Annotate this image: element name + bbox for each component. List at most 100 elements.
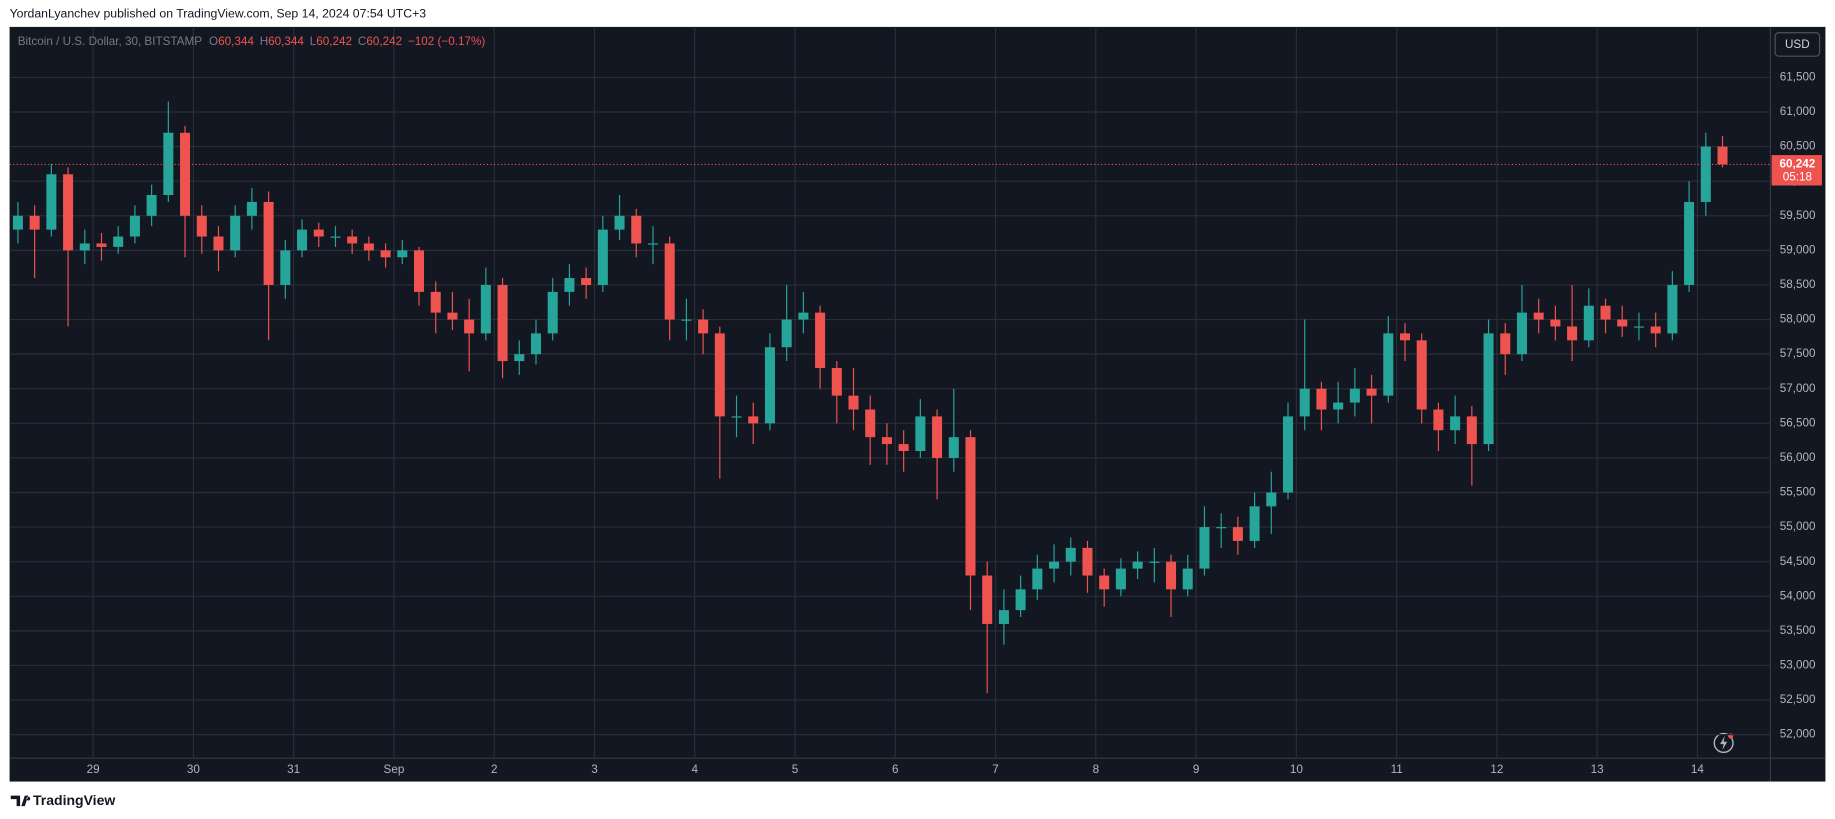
candle-body: [948, 437, 959, 458]
candle-body: [1115, 568, 1126, 590]
x-tick-label: 3: [591, 763, 598, 776]
candle-body: [146, 195, 157, 216]
candle-body: [664, 243, 675, 320]
x-tick-label: 13: [1591, 763, 1604, 776]
candle-body: [196, 215, 207, 237]
candle-body: [1667, 284, 1678, 334]
x-tick-label: 12: [1490, 763, 1503, 776]
candle-body: [614, 215, 625, 230]
candle-body: [1015, 589, 1026, 611]
x-tick-label: 31: [287, 763, 300, 776]
x-tick-label: 29: [87, 763, 100, 776]
y-tick-label: 60,500: [1780, 140, 1816, 153]
candle-body: [1216, 527, 1227, 529]
candle-body: [1333, 402, 1344, 410]
currency-label: USD: [1785, 38, 1810, 51]
candle-body: [1065, 547, 1076, 562]
candle-body: [1082, 547, 1093, 576]
y-tick-label: 53,000: [1780, 659, 1816, 672]
candle-body: [1099, 575, 1110, 590]
candle-body: [1700, 146, 1711, 202]
candle-body: [1483, 333, 1494, 445]
chart-panel: [9, 26, 1826, 782]
y-tick-label: 52,000: [1780, 728, 1816, 741]
y-tick-label: 59,500: [1780, 209, 1816, 222]
candle-body: [848, 395, 859, 410]
candle-body: [330, 236, 341, 238]
y-tick-label: 57,000: [1780, 382, 1816, 395]
x-tick-label: 10: [1290, 763, 1304, 776]
candle-body: [1717, 146, 1728, 165]
candle-body: [1516, 312, 1527, 355]
candle-body: [764, 347, 775, 424]
publisher-line: YordanLyanchev published on TradingView.…: [10, 6, 427, 20]
candle-body: [29, 215, 40, 230]
countdown-label: 05:18: [1783, 170, 1812, 183]
candle-body: [363, 243, 374, 251]
x-tick-label: Sep: [384, 763, 405, 776]
candle-body: [647, 243, 658, 245]
legend-key: O: [209, 35, 218, 48]
candle-body: [1282, 416, 1294, 493]
legend-symbol: Bitcoin / U.S. Dollar, 30, BITSTAMP: [18, 35, 202, 48]
candle-body: [1550, 319, 1561, 327]
candle-body: [1466, 416, 1477, 445]
candle-body: [1617, 319, 1628, 327]
candle-body: [180, 132, 191, 216]
y-tick-label: 57,500: [1780, 347, 1816, 360]
candle-body: [1182, 568, 1193, 590]
candle-body: [1132, 561, 1143, 569]
y-tick-label: 53,500: [1780, 624, 1816, 637]
candle-body: [497, 284, 508, 362]
candle-body: [547, 291, 558, 334]
candle-body: [263, 201, 274, 285]
candle-body: [447, 312, 458, 320]
candle-body: [597, 229, 608, 285]
legend-value: 60,344: [218, 35, 254, 48]
candle-body: [464, 319, 475, 334]
candle-body: [698, 319, 709, 334]
candle-body: [982, 575, 993, 624]
currency-button[interactable]: [1774, 32, 1821, 57]
y-tick-label: 59,000: [1780, 243, 1816, 256]
candle-body: [1232, 527, 1243, 541]
candle-body: [12, 215, 23, 230]
y-tick-label: 56,500: [1780, 416, 1816, 429]
legend-change: −102 (−0.17%): [408, 35, 485, 48]
candle-body: [514, 354, 525, 362]
footer-logo: [10, 795, 31, 807]
candle-body: [1633, 326, 1644, 328]
candle-body: [681, 319, 692, 321]
candle-body: [881, 437, 892, 445]
y-tick-label: 61,500: [1780, 71, 1816, 84]
candle-body: [96, 243, 107, 247]
candle-body: [430, 291, 441, 313]
plot: [9, 26, 1771, 759]
candle-body: [1399, 333, 1411, 341]
candle-body: [380, 250, 391, 258]
candle-body: [1450, 416, 1461, 431]
candle-body: [46, 174, 57, 230]
x-tick-label: 14: [1691, 763, 1705, 776]
x-tick-label: 7: [992, 763, 999, 776]
candle-body: [915, 416, 926, 451]
candle-body: [413, 250, 425, 292]
candle-body: [564, 278, 575, 292]
x-tick-label: 30: [187, 763, 201, 776]
footer-brand: TradingView: [33, 792, 115, 808]
x-tick-label: 8: [1093, 763, 1100, 776]
candle-body: [1299, 388, 1310, 417]
candle-body: [1600, 305, 1611, 320]
x-tick-label: 11: [1391, 763, 1403, 776]
y-tick-label: 58,000: [1780, 313, 1816, 326]
candle-body: [1433, 409, 1444, 431]
legend-value: 60,242: [316, 35, 352, 48]
candle-body: [1199, 527, 1210, 569]
candle-body: [1166, 561, 1177, 590]
candle-body: [932, 416, 943, 458]
x-tick-label: 6: [892, 763, 899, 776]
candle-body: [781, 319, 792, 348]
y-tick-label: 54,500: [1780, 555, 1816, 568]
y-tick-label: 55,500: [1780, 486, 1816, 499]
y-tick-label: 61,000: [1780, 105, 1816, 118]
